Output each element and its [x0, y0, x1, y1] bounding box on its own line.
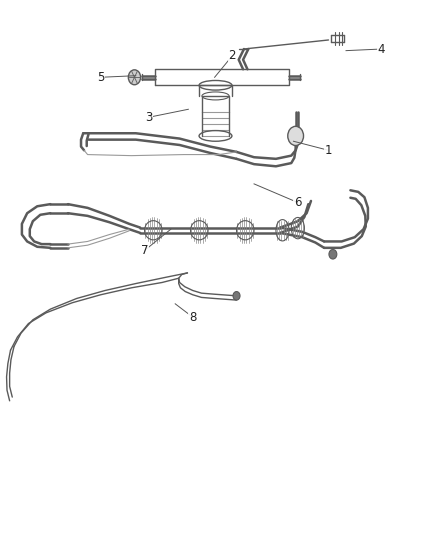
Text: 3: 3 [145, 111, 152, 124]
Text: 5: 5 [97, 71, 104, 84]
Text: 7: 7 [141, 244, 148, 257]
Text: 4: 4 [377, 43, 385, 55]
Text: 6: 6 [294, 196, 302, 209]
Circle shape [329, 249, 337, 259]
Circle shape [288, 126, 304, 146]
Text: 8: 8 [189, 311, 196, 324]
Circle shape [128, 70, 141, 85]
Text: 2: 2 [228, 50, 236, 62]
Circle shape [233, 292, 240, 300]
Text: 1: 1 [325, 144, 332, 157]
